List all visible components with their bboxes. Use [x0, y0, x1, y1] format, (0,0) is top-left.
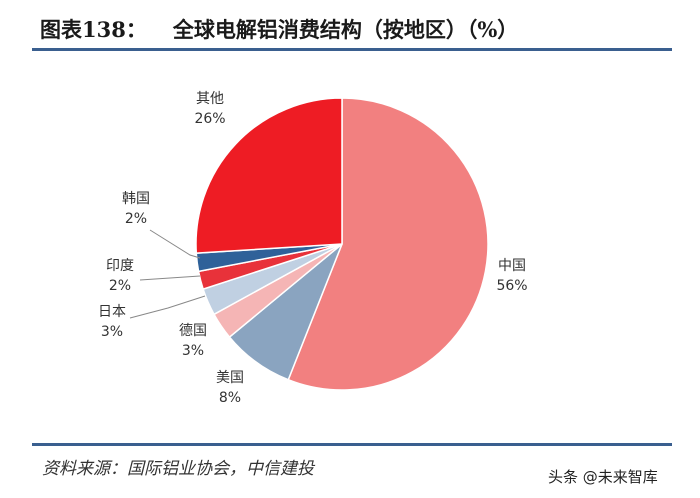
- slice-labels: 中国 56% 美国 8% 德国 3% 日本 3% 印度 2% 韩国 2% 其他 26%: [98, 91, 528, 406]
- slice-category-label: 韩国: [122, 191, 150, 207]
- pie-slice: [195, 97, 343, 254]
- watermark-text: 头条 @未来智库: [548, 468, 658, 486]
- slice-category-label: 印度: [106, 258, 134, 274]
- slice-category-label: 中国: [498, 258, 526, 274]
- slice-value-label: 56%: [496, 278, 527, 294]
- slice-value-label: 8%: [219, 390, 241, 406]
- leader-line: [129, 295, 206, 319]
- slice-value-label: 26%: [194, 111, 225, 127]
- slice-value-label: 3%: [101, 324, 123, 340]
- slice-value-label: 2%: [109, 278, 131, 294]
- figure-label: 图表138：: [40, 17, 147, 42]
- slice-category-label: 美国: [216, 370, 244, 386]
- slice-category-label: 日本: [98, 304, 126, 320]
- bottom-rule: [32, 443, 672, 446]
- slice-category-label: 其他: [196, 91, 224, 107]
- leader-line: [149, 229, 201, 259]
- pie-slice: [287, 97, 489, 391]
- leader-lines: [129, 229, 206, 319]
- slice-value-label: 2%: [125, 211, 147, 227]
- page-title: 图表138： 全球电解铝消费结构（按地区）（%）: [40, 14, 518, 44]
- top-rule: [32, 48, 672, 51]
- slice-value-label: 3%: [182, 343, 204, 359]
- watermark: 头条 @未来智库: [548, 466, 658, 487]
- slice-category-label: 德国: [179, 323, 207, 339]
- source-note: 资料来源：国际铝业协会，中信建投: [42, 459, 314, 479]
- chart-title: 全球电解铝消费结构（按地区）（%）: [172, 17, 519, 42]
- leader-line: [139, 275, 201, 281]
- pie-slices: [195, 97, 489, 391]
